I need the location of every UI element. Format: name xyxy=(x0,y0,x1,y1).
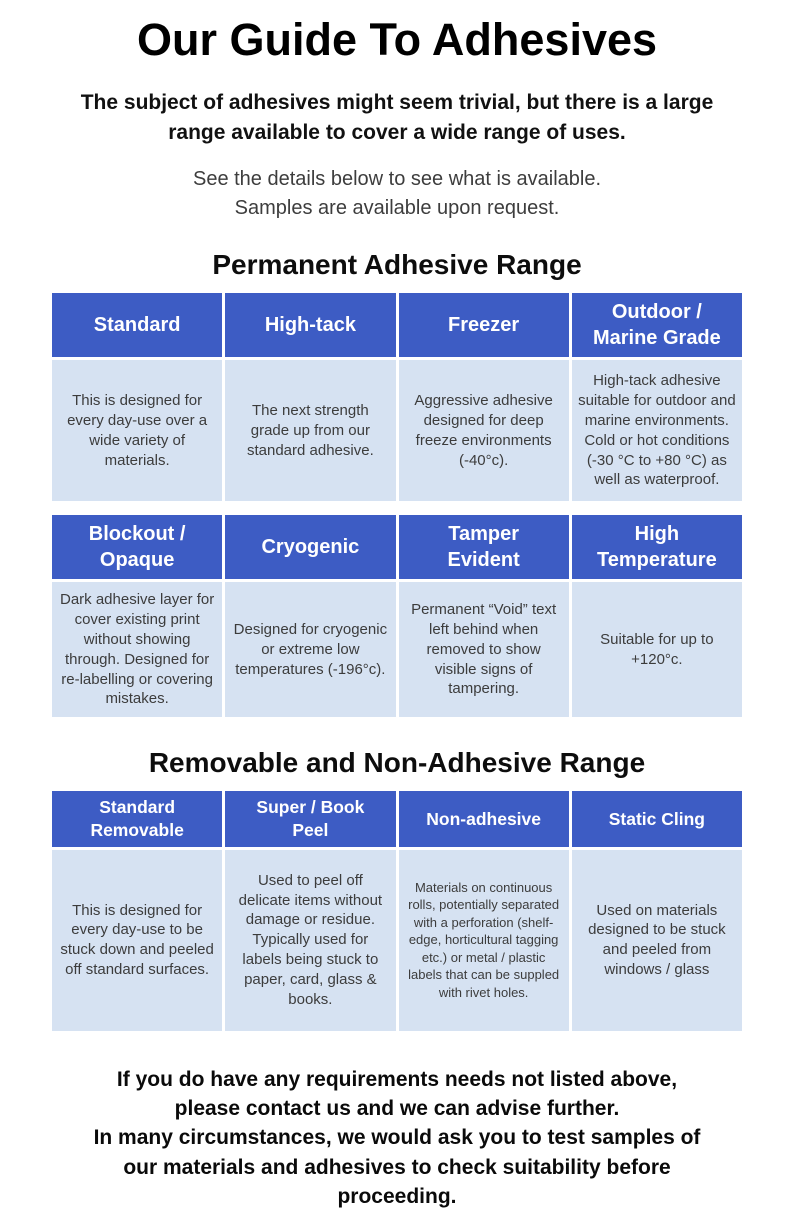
cell-super-book-peel: Used to peel off delicate items without … xyxy=(225,849,396,1031)
cell-tamper-evident: Permanent “Void” text left behind when r… xyxy=(398,582,569,718)
table-sections: Permanent Adhesive Range Standard High-tac… xyxy=(0,249,794,1031)
section-heading: Removable and Non-Adhesive Range xyxy=(148,747,646,779)
col-header-freezer: Freezer xyxy=(398,293,569,358)
section-permanent-adhesive-range: Permanent Adhesive Range Standard High-tac… xyxy=(0,249,794,718)
col-header-high-temperature: High Temperature xyxy=(571,515,742,580)
footer-note: If you do have any requirements needs no… xyxy=(93,1067,701,1209)
table-row: Standard Removable Super / Book Peel Non-a… xyxy=(52,791,742,1031)
table-row: Blockout / Opaque Cryogenic Tamper Evident… xyxy=(52,515,742,718)
col-header-high-tack: High-tack xyxy=(225,293,396,358)
availability-text: See the details below to see what is ava… xyxy=(192,168,602,220)
cell-high-tack: The next strength grade up from our stan… xyxy=(225,360,396,502)
cell-outdoor-marine-grade: High-tack adhesive suitable for outdoor … xyxy=(571,360,742,502)
adhesive-table: Standard Removable Super / Book Peel Non-a… xyxy=(52,791,742,1031)
table-row: Standard High-tack Freezer Outdoor / Marine… xyxy=(52,293,742,502)
cell-static-cling: Used on materials designed to be stuck a… xyxy=(571,849,742,1031)
col-header-super-book-peel: Super / Book Peel xyxy=(225,791,396,847)
cell-blockout-opaque: Dark adhesive layer for cover existing p… xyxy=(52,582,223,718)
cell-cryogenic: Designed for cryogenic or extreme low te… xyxy=(225,582,396,718)
page-title: Our Guide To Adhesives xyxy=(136,14,658,65)
col-header-non-adhesive: Non-adhesive xyxy=(398,791,569,847)
col-header-outdoor-marine-grade: Outdoor / Marine Grade xyxy=(571,293,742,358)
col-header-tamper-evident: Tamper Evident xyxy=(398,515,569,580)
col-header-static-cling: Static Cling xyxy=(571,791,742,847)
col-header-standard: Standard xyxy=(52,293,223,358)
cell-standard: This is designed for every day-use over … xyxy=(52,360,223,502)
cell-freezer: Aggressive adhesive designed for deep fr… xyxy=(398,360,569,502)
cell-high-temperature: Suitable for up to +120°c. xyxy=(571,582,742,718)
col-header-blockout-opaque: Blockout / Opaque xyxy=(52,515,223,580)
section-heading: Permanent Adhesive Range xyxy=(212,249,582,281)
adhesive-table: Standard High-tack Freezer Outdoor / Marine… xyxy=(52,293,742,718)
adhesives-guide-document: Our Guide To Adhesives The subject of ad… xyxy=(0,14,794,1212)
col-header-cryogenic: Cryogenic xyxy=(225,515,396,580)
section-removable-and-non-adhesive-range: Removable and Non-Adhesive Range Standard… xyxy=(0,747,794,1031)
col-header-standard-removable: Standard Removable xyxy=(52,791,223,847)
cell-standard-removable: This is designed for every day-use to be… xyxy=(52,849,223,1031)
intro-text: The subject of adhesives might seem triv… xyxy=(80,90,714,144)
cell-non-adhesive: Materials on continuous rolls, potential… xyxy=(398,849,569,1031)
